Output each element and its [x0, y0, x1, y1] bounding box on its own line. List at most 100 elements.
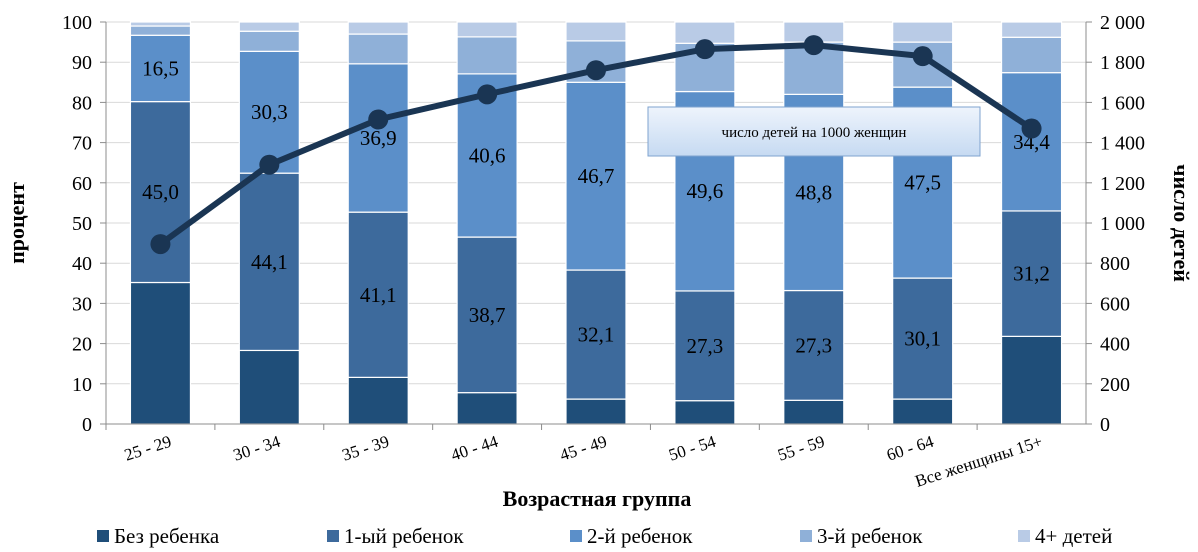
x-tick-label: 45 - 49: [558, 432, 610, 465]
bar-segment: [347, 21, 409, 35]
x-tick-labels: 25 - 29 30 - 34 35 - 39 40 - 44 45 - 49 50 - …: [105, 424, 1045, 491]
y2-tick-label: 1 000: [1100, 213, 1145, 235]
bar-segment: [238, 349, 300, 425]
data-label: 36,9: [360, 126, 397, 150]
line-marker: [803, 35, 824, 56]
data-label: 41,1: [360, 283, 397, 307]
bar-segment: [1000, 21, 1063, 38]
legend-label: 1-ый ребенок: [344, 524, 464, 548]
y-tick-label: 10: [72, 374, 92, 396]
bar-segment: [129, 281, 192, 425]
legend-swatch: [97, 530, 109, 542]
legend-label: Без ребенка: [114, 524, 220, 548]
x-tick-label: 55 - 59: [775, 432, 827, 465]
y2-tick-label: 400: [1100, 334, 1130, 356]
y2-axis-title: число детей: [1169, 164, 1194, 282]
bar-segment: [456, 392, 518, 425]
y-tick-label: 30: [72, 293, 92, 315]
data-label: 30,1: [904, 327, 941, 351]
bar-segment: [1000, 36, 1063, 74]
legend-label: 4+ детей: [1035, 524, 1112, 548]
data-label: 48,8: [795, 180, 832, 204]
callout-box: [647, 106, 981, 157]
bar-segment: [238, 172, 300, 352]
y-tick-label: 40: [72, 253, 92, 275]
y-tick-label: 70: [72, 133, 92, 155]
bar-segment: [565, 81, 627, 271]
legend: Без ребенка 1-ый ребенок 2-й ребенок 3-й ре…: [97, 524, 1112, 548]
bar-segment: [456, 36, 518, 75]
bar-segment: [347, 376, 409, 425]
legend-swatch: [800, 530, 812, 542]
data-label: 40,6: [469, 143, 506, 167]
data-label: 30,3: [251, 100, 288, 124]
bar-segment: [347, 33, 409, 65]
y-tick-label: 60: [72, 173, 92, 195]
y-tick-label: 100: [62, 12, 92, 34]
bar-segment: [238, 50, 300, 174]
bar-segment: [238, 21, 300, 32]
bar-segment: [238, 30, 300, 52]
legend-label: 2-й ребенок: [587, 524, 693, 548]
line-marker: [694, 39, 715, 60]
bar-segment: [674, 290, 736, 402]
legend-swatch: [570, 530, 582, 542]
y2-tick-label: 1 400: [1100, 133, 1145, 155]
y-tick-label: 0: [82, 414, 92, 436]
bar-segment: [129, 25, 192, 36]
bar-segment: [129, 21, 192, 27]
y2-tick-label: 1 600: [1100, 92, 1145, 114]
data-label: 31,2: [1013, 262, 1050, 286]
bar-segment: [129, 34, 192, 103]
bar-segment: [783, 399, 845, 425]
y2-tick-label: 1 200: [1100, 173, 1145, 195]
line-series: [150, 35, 1042, 255]
bar-segment: [1000, 210, 1063, 337]
y2-tick-label: 200: [1100, 374, 1130, 396]
bar-segment: [347, 211, 409, 378]
x-tick-label: 35 - 39: [340, 432, 392, 465]
line-marker: [1021, 118, 1042, 139]
legend-swatch: [1018, 530, 1030, 542]
bar-segment: [565, 398, 627, 425]
bar-segment: [565, 21, 627, 42]
bar-segment: [892, 398, 954, 425]
callout-label: число детей на 1000 женщин: [722, 125, 907, 141]
line-marker: [259, 154, 280, 175]
y-tick-label: 20: [72, 334, 92, 356]
legend-swatch: [327, 530, 339, 542]
bar-segment: [1000, 72, 1063, 212]
y2-tick-label: 800: [1100, 253, 1130, 275]
data-label: 27,3: [795, 333, 832, 357]
data-label: 47,5: [904, 171, 941, 195]
bars: [129, 21, 1063, 425]
y-axis-title: процент: [4, 182, 29, 264]
y-tick-label: 80: [72, 92, 92, 114]
data-label: 45,0: [142, 180, 179, 204]
bar-segment: [1000, 335, 1063, 425]
y-tick-label: 50: [72, 213, 92, 235]
data-label: 27,3: [687, 334, 724, 358]
bar-segment: [892, 277, 954, 400]
data-label: 44,1: [251, 250, 288, 274]
line-marker: [586, 60, 606, 81]
x-tick-label: 50 - 54: [666, 432, 718, 465]
data-label: 46,7: [578, 164, 615, 188]
x-tick-label: 60 - 64: [884, 432, 936, 465]
y2-tick-label: 0: [1100, 414, 1110, 436]
y-tick-label: 90: [72, 52, 92, 74]
data-label: 49,6: [687, 179, 724, 203]
bar-segment: [565, 269, 627, 400]
data-label: 32,1: [578, 323, 615, 347]
line-callout: число детей на 1000 женщин: [647, 106, 981, 157]
y-tick-labels: 0 10 20 30 40 50 60 70 80 90 100: [62, 12, 106, 436]
y2-tick-labels: 0 200 400 600 800 1 000 1 200 1 400 1 600 1 800 2 …: [1086, 12, 1145, 436]
line-marker: [150, 234, 171, 255]
bar-segment: [456, 21, 518, 38]
line-marker: [912, 46, 933, 67]
x-axis-title: Возрастная группа: [503, 486, 692, 511]
data-label: 38,7: [469, 303, 506, 327]
line-marker: [368, 109, 389, 130]
x-tick-label: 25 - 29: [122, 432, 174, 465]
x-tick-label: 30 - 34: [231, 432, 283, 465]
